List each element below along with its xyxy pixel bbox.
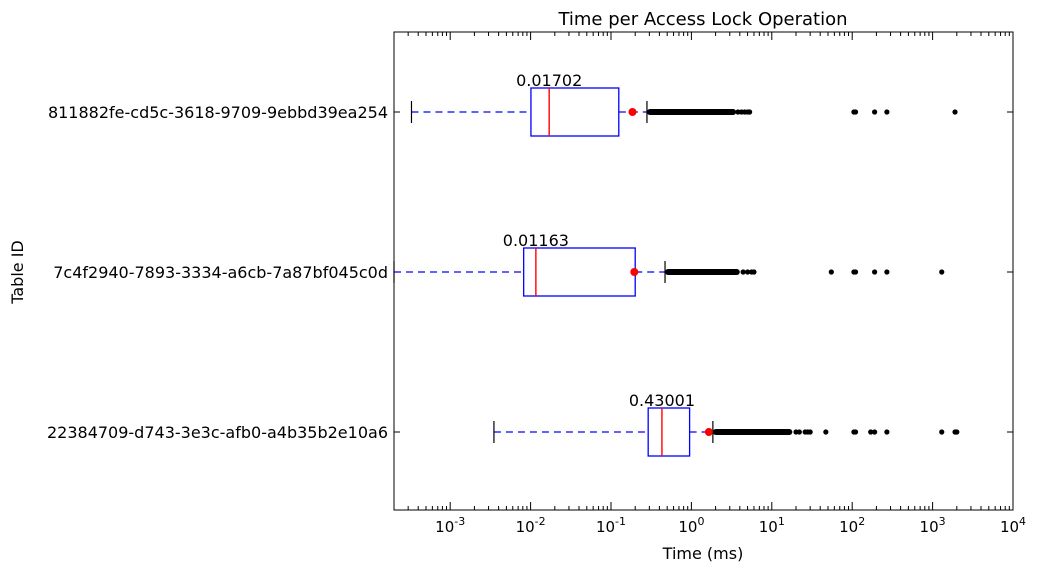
box-iqr [530, 87, 620, 137]
median-label: 0.01702 [516, 71, 582, 90]
mean-point [704, 428, 713, 436]
outlier-point [747, 109, 753, 115]
median-label: 0.01163 [503, 231, 569, 250]
outlier-point [852, 269, 859, 275]
x-tick-label: 10-2 [516, 515, 546, 536]
outlier-point [852, 429, 859, 435]
outlier-cluster [712, 429, 793, 435]
x-axis-label: Time (ms) [662, 544, 744, 563]
outlier-point [939, 429, 945, 435]
mean-point [628, 108, 637, 116]
outlier-point [751, 269, 757, 275]
outlier-point [952, 109, 958, 115]
outlier-point [823, 429, 829, 435]
x-tick-label: 102 [839, 515, 865, 536]
outlier-cluster [665, 269, 740, 275]
outlier-point [939, 269, 945, 275]
x-tick-base: 10 [435, 518, 454, 536]
x-tick-label: 101 [759, 515, 785, 536]
x-tick-exponent: -3 [454, 515, 465, 528]
mean-point [630, 268, 639, 276]
y-tick-label: 811882fe-cd5c-3618-9709-9ebbd39ea254 [48, 103, 388, 122]
x-tick-base: 10 [839, 518, 858, 536]
x-tick-exponent: -1 [615, 515, 626, 528]
outlier-point [740, 269, 746, 275]
x-tick-base: 10 [759, 518, 778, 536]
outlier-point [884, 269, 890, 275]
x-tick-exponent: -2 [535, 515, 546, 528]
outlier-point [872, 269, 878, 275]
box-iqr [647, 407, 691, 457]
chart-title: Time per Access Lock Operation [557, 9, 847, 30]
x-tick-base: 10 [1000, 518, 1019, 536]
outlier-point [872, 429, 878, 435]
x-tick-base: 10 [678, 518, 697, 536]
median-label: 0.43001 [629, 391, 695, 410]
x-tick-label: 10-1 [596, 515, 626, 536]
outlier-point [852, 109, 859, 115]
x-tick-exponent: 3 [939, 515, 946, 528]
outlier-point [868, 429, 874, 435]
x-tick-base: 10 [920, 518, 939, 536]
outlier-point [828, 269, 834, 275]
x-tick-exponent: 2 [858, 515, 865, 528]
x-tick-base: 10 [516, 518, 535, 536]
outlier-point [884, 429, 890, 435]
x-tick-label: 104 [1000, 515, 1026, 536]
plot-area: 10-3 10-2 10-1 100 101 102 103 104811882fe-cd5c… [47, 31, 1026, 536]
outlier-point [872, 109, 878, 115]
x-tick-exponent: 4 [1019, 515, 1026, 528]
x-tick-label: 103 [920, 515, 946, 536]
box-iqr [523, 247, 636, 297]
x-tick-exponent: 0 [697, 515, 704, 528]
x-tick-exponent: 1 [778, 515, 785, 528]
outlier-point [744, 269, 751, 275]
x-tick-base: 10 [596, 518, 615, 536]
outlier-point [807, 429, 813, 435]
y-axis-label: Table ID [8, 240, 27, 305]
outlier-point [884, 109, 890, 115]
outlier-cluster [646, 109, 737, 115]
y-tick-label: 7c4f2940-7893-3334-a6cb-7a87bf045c0d [53, 263, 388, 282]
outlier-point [796, 429, 802, 435]
x-tick-label: 10-3 [435, 515, 465, 536]
x-tick-label: 100 [678, 515, 704, 536]
outlier-point [954, 429, 960, 435]
y-tick-label: 22384709-d743-3e3c-afb0-a4b35b2e10a6 [47, 423, 388, 442]
